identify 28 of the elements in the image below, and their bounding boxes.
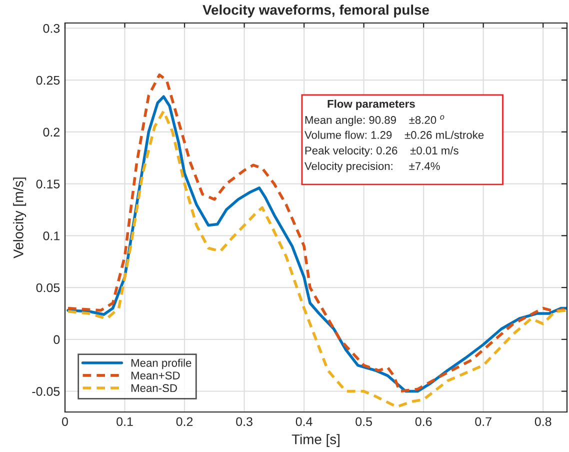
x-tick-label: 0.3 xyxy=(236,417,252,426)
legend-label: Mean+SD xyxy=(131,372,180,380)
x-tick-label: 0.2 xyxy=(176,417,193,426)
annotation: Volume flow: 1.29 ±0.26 mL/stroke xyxy=(304,130,484,139)
y-tick-label: 0.1 xyxy=(43,231,60,240)
chart-title: Velocity waveforms, femoral pulse xyxy=(202,4,430,18)
x-tick-label: 0.1 xyxy=(116,417,133,426)
annotation: Flow parameters xyxy=(328,100,415,110)
annotation: Mean angle: 90.89 ±8.20 $^{o}$ xyxy=(305,115,444,126)
y-tick-label: -0.05 xyxy=(32,387,60,396)
x-tick-label: 0.7 xyxy=(475,417,492,426)
x-axis-title: Time [s] xyxy=(292,434,340,448)
annotation: Velocity precision: ±7.4% xyxy=(304,162,440,172)
x-tick-label: 0.6 xyxy=(415,417,432,426)
legend-label: Mean-SD xyxy=(131,384,177,392)
y-tick-label: 0.3 xyxy=(43,24,60,33)
legend-label: Mean profile xyxy=(131,358,192,370)
y-tick-label: 0 xyxy=(54,335,60,344)
x-tick-label: 0.4 xyxy=(296,417,312,426)
x-tick-label: 0.8 xyxy=(534,417,552,426)
y-tick-label: 0.25 xyxy=(36,76,60,85)
y-tick-label: 0.2 xyxy=(43,128,60,137)
x-tick-label: 0 xyxy=(62,417,68,426)
y-tick-label: 0.15 xyxy=(36,180,60,188)
y-tick-label: 0.05 xyxy=(36,283,60,292)
y-axis-title: Velocity [m/s] xyxy=(13,178,26,258)
x-tick-label: 0.5 xyxy=(356,417,372,426)
annotation: Peak velocity: 0.26 ±0.01 m/s xyxy=(305,146,458,157)
